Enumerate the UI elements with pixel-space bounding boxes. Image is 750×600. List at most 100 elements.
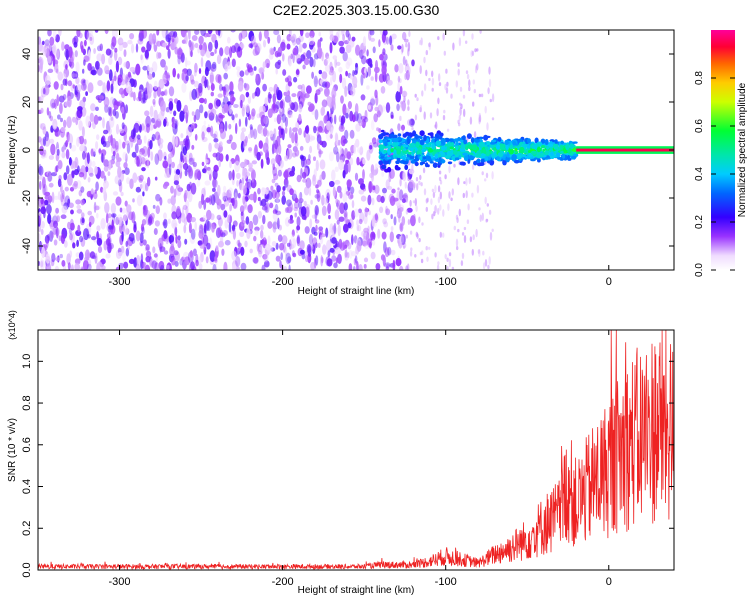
spectrogram-cell	[53, 220, 58, 229]
spectrogram-cell	[314, 109, 319, 121]
spectrogram-cell	[292, 127, 298, 133]
spectrogram-cell	[176, 48, 183, 56]
spectrogram-cell	[459, 86, 463, 92]
spectrogram-cell	[443, 109, 446, 114]
spectrogram-cell	[42, 40, 45, 46]
spectrogram-cell	[190, 216, 197, 223]
spectrogram-cell	[308, 186, 312, 196]
spectrogram-cell	[380, 156, 385, 159]
spectrogram-cell	[344, 129, 349, 140]
spectrogram-cell	[436, 264, 440, 270]
spectrogram-cell	[386, 36, 389, 45]
spectrogram-cell	[361, 55, 367, 65]
spectrogram-cell	[338, 216, 345, 222]
spectrogram-cell	[461, 232, 465, 236]
spectrogram-cell	[68, 202, 74, 209]
spectrogram-cell	[110, 83, 114, 94]
spectrogram-cell	[49, 36, 55, 46]
spectrogram-cell	[474, 48, 477, 53]
spectrogram-cell	[46, 170, 52, 177]
spectrogram-cell	[119, 171, 125, 182]
spectrogram-cell	[336, 61, 341, 66]
spectrogram-cell	[69, 233, 73, 241]
spectrogram-cell	[436, 108, 439, 117]
spectrogram-cell	[186, 151, 191, 163]
spectrogram-cell	[394, 64, 399, 73]
spectrogram-cell	[281, 195, 286, 205]
spectrogram-cell	[180, 133, 184, 139]
spectrogram-cell	[154, 176, 158, 181]
spectrogram-cell	[363, 257, 369, 263]
spectrogram-cell	[397, 81, 401, 93]
spectrogram-cell	[267, 221, 273, 229]
spectrogram-cell	[280, 128, 284, 136]
spectrogram-cell	[360, 94, 366, 101]
spectrogram-cell	[56, 50, 60, 58]
spectrogram-cell	[124, 140, 130, 146]
spectrogram-cell	[455, 214, 459, 220]
spectrogram-cell	[164, 65, 168, 72]
spectrogram-cell	[243, 158, 248, 167]
snr-series-line	[38, 330, 674, 570]
spectrogram-cell	[53, 123, 57, 129]
spectrogram-cell	[60, 83, 64, 91]
spectrogram-cell	[431, 70, 434, 78]
spectrogram-cell	[434, 184, 437, 194]
spectrogram-cell	[206, 209, 212, 221]
spectrogram-cell	[249, 248, 253, 254]
spectrogram-cell	[407, 48, 410, 57]
spectrogram-cell	[177, 239, 182, 249]
spectrogram-cell	[123, 61, 129, 68]
spectrogram-cell	[166, 45, 170, 51]
spectrogram-cell	[279, 242, 285, 251]
spectrogram-cell	[70, 264, 74, 270]
spectrogram-cell	[425, 50, 428, 56]
spectrogram-cell	[288, 99, 292, 107]
spectrogram-cell	[344, 85, 348, 97]
spectrogram-cell	[385, 145, 392, 149]
spectrogram-cell	[542, 148, 546, 152]
spectrogram-cell	[184, 156, 188, 165]
spectrogram-cell	[283, 170, 289, 179]
spectrogram-cell	[219, 83, 223, 92]
spectrogram-cell	[322, 81, 328, 88]
spectrogram-cell	[331, 255, 337, 262]
spectrogram-cell	[111, 36, 117, 48]
spectrogram-cell	[446, 257, 449, 262]
spectrogram-cell	[289, 127, 292, 139]
spectrogram-cell	[277, 234, 283, 242]
spectrogram-cell	[172, 117, 176, 130]
y-tick-label: 1.0	[21, 354, 33, 369]
spectrogram-cell	[80, 199, 85, 206]
spectrogram-cell	[39, 259, 45, 270]
spectrogram-cell	[60, 117, 63, 123]
spectrogram-cell	[308, 36, 315, 46]
spectrogram-cell	[261, 205, 268, 211]
spectrogram-cell	[371, 217, 375, 227]
spectrogram-cell	[364, 207, 369, 218]
spectrogram-cell	[448, 191, 451, 199]
spectrogram-cell	[93, 192, 98, 200]
spectrogram-cell	[363, 227, 369, 233]
spectrogram-cell	[104, 202, 110, 214]
spectrogram-cell	[466, 219, 470, 224]
spectrogram-cell	[163, 230, 168, 240]
spectrogram-cell	[61, 41, 65, 51]
spectrogram-cell	[344, 211, 347, 219]
spectrogram-cell	[81, 45, 84, 53]
spectrogram-cell	[147, 141, 151, 147]
spectrogram-cell	[248, 30, 255, 42]
spectrogram-cell	[68, 227, 72, 235]
spectrogram-cell	[255, 73, 259, 81]
spectrogram-cell	[385, 102, 391, 113]
spectrogram-cell	[467, 203, 470, 211]
spectrogram-cell	[257, 210, 262, 219]
spectrogram-cell	[562, 153, 566, 159]
spectrogram-cell	[85, 166, 89, 173]
spectrogram-cell	[345, 30, 350, 38]
spectrogram-cell	[217, 93, 223, 98]
spectrogram-cell	[186, 68, 192, 76]
spectrogram-cell	[488, 209, 492, 215]
spectrogram-cell	[437, 185, 441, 193]
